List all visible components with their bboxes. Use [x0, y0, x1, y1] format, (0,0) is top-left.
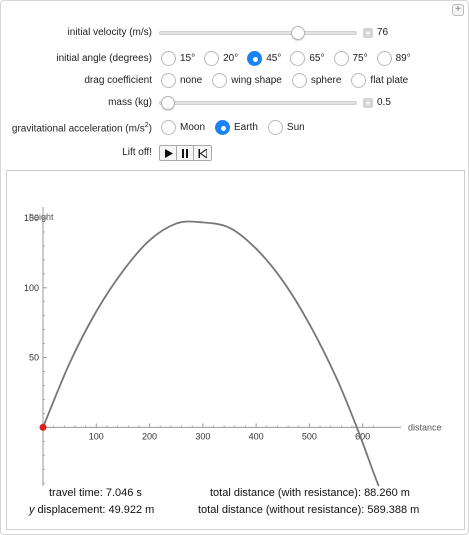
y-displacement-text: y displacement: 49.922 m	[29, 504, 155, 516]
gravity-option-label: Sun	[286, 122, 305, 133]
radio-button-icon[interactable]	[333, 51, 349, 66]
angle-option-label: 20°	[223, 53, 239, 64]
x-tick-label: 500	[302, 431, 317, 441]
velocity-value: 76	[377, 27, 389, 38]
angle-option-4[interactable]: 75°	[333, 51, 368, 66]
drag-radio-group: none wing shape sphere flat plate	[161, 73, 418, 88]
y-tick-label: 150	[24, 213, 39, 223]
mass-slider-thumb[interactable]	[161, 96, 175, 110]
distance-without-resistance-text: total distance (without resistance): 589…	[198, 504, 420, 516]
drag-option-3[interactable]: flat plate	[351, 73, 408, 88]
reset-icon[interactable]	[194, 146, 211, 160]
x-axis-label: distance	[408, 422, 442, 432]
radio-button-icon[interactable]	[247, 51, 263, 66]
radio-button-icon[interactable]	[376, 51, 392, 66]
mass-slider-track[interactable]	[159, 101, 357, 105]
angle-option-label: 75°	[352, 53, 368, 64]
gravity-row: gravitational acceleration (m/s2) Moon Ea…	[1, 118, 468, 138]
mass-label: mass (kg)	[108, 97, 152, 108]
x-tick-label: 300	[195, 431, 210, 441]
angle-option-label: 45°	[266, 53, 282, 64]
mass-plus-icon[interactable]: +	[363, 98, 373, 108]
gravity-label: gravitational acceleration (m/s2)	[11, 122, 152, 135]
plot-panel: 100 200 300 400 500 600 50 100 150 height distance…	[6, 170, 465, 530]
drag-option-label: wing shape	[231, 75, 282, 86]
velocity-slider-thumb[interactable]	[291, 26, 306, 40]
drag-option-2[interactable]: sphere	[291, 73, 342, 88]
mass-value: 0.5	[377, 97, 391, 108]
radio-button-icon[interactable]	[212, 73, 228, 88]
radio-button-icon[interactable]	[291, 73, 307, 88]
y-tick-label: 50	[29, 353, 39, 363]
angle-option-label: 89°	[395, 53, 411, 64]
distance-with-resistance-text: total distance (with resistance): 88.260…	[210, 487, 410, 499]
angle-radio-group: 15° 20° 45° 65° 75° 89°	[161, 51, 420, 66]
x-tick-label: 200	[142, 431, 157, 441]
velocity-label: initial velocity (m/s)	[67, 27, 152, 38]
angle-option-3[interactable]: 65°	[290, 51, 325, 66]
gravity-option-2[interactable]: Sun	[267, 120, 305, 135]
gravity-option-0[interactable]: Moon	[161, 120, 205, 135]
radio-button-icon[interactable]	[161, 120, 176, 135]
drag-option-1[interactable]: wing shape	[212, 73, 282, 88]
play-icon[interactable]	[160, 146, 177, 160]
velocity-slider-track[interactable]	[159, 31, 357, 35]
liftoff-row: Lift off!	[1, 143, 468, 163]
drag-label: drag coefficient	[84, 75, 152, 86]
pause-icon[interactable]	[177, 146, 194, 160]
x-tick-label: 100	[89, 431, 104, 441]
mass-row: mass (kg) + 0.5	[1, 93, 468, 113]
radio-button-icon[interactable]	[161, 73, 176, 88]
gravity-option-label: Moon	[180, 122, 206, 133]
radio-button-icon[interactable]	[204, 51, 220, 66]
radio-button-icon[interactable]	[290, 51, 306, 66]
liftoff-label: Lift off!	[122, 147, 152, 158]
radio-button-icon[interactable]	[215, 120, 231, 135]
gravity-radio-group: Moon Earth Sun	[161, 120, 315, 135]
velocity-row: initial velocity (m/s) + 76	[1, 23, 468, 43]
x-tick-label: 400	[249, 431, 264, 441]
drag-option-0[interactable]: none	[161, 73, 202, 88]
angle-option-label: 15°	[180, 53, 196, 64]
drag-option-label: sphere	[310, 75, 342, 86]
drag-row: drag coefficient none wing shape sphere fla…	[1, 71, 468, 91]
drag-option-label: flat plate	[370, 75, 409, 86]
travel-time-text: travel time: 7.046 s	[49, 487, 142, 499]
y-axis-label: height	[29, 212, 54, 222]
expand-icon[interactable]: +	[452, 4, 464, 16]
angle-option-2[interactable]: 45°	[247, 51, 281, 66]
radio-button-icon[interactable]	[267, 120, 283, 135]
angle-option-label: 65°	[309, 53, 325, 64]
radio-button-icon[interactable]	[351, 73, 367, 88]
y-tick-label: 100	[24, 283, 39, 293]
angle-option-5[interactable]: 89°	[376, 51, 411, 66]
gravity-option-label: Earth	[234, 122, 258, 133]
drag-option-label: none	[180, 75, 203, 86]
x-tick-label: 600	[355, 431, 370, 441]
angle-row: initial angle (degrees) 15° 20° 45° 65° 75° 8…	[1, 49, 468, 69]
radio-button-icon[interactable]	[161, 51, 176, 66]
animation-controls	[159, 145, 212, 161]
angle-option-1[interactable]: 20°	[204, 51, 238, 66]
trajectory-line	[42, 220, 380, 487]
gravity-option-1[interactable]: Earth	[215, 120, 258, 135]
projectile-marker	[39, 423, 47, 431]
angle-option-0[interactable]: 15°	[161, 51, 195, 66]
angle-label: initial angle (degrees)	[56, 53, 152, 64]
velocity-plus-icon[interactable]: +	[363, 28, 373, 38]
